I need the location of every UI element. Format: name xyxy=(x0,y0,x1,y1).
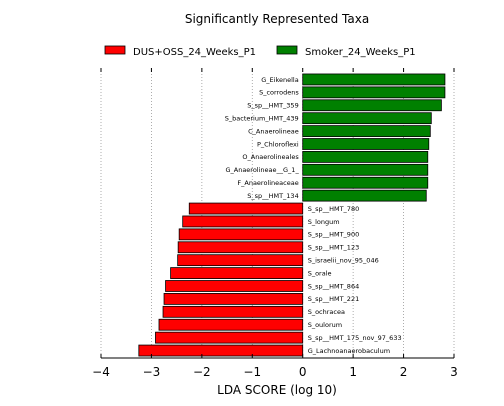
bar xyxy=(163,293,304,305)
bar xyxy=(155,331,304,344)
bar xyxy=(302,176,429,189)
bar-label: O_Anaerolineales xyxy=(242,153,299,161)
bar-label: S_sp__HMT_134 xyxy=(247,192,299,200)
bar xyxy=(188,202,304,215)
bar xyxy=(138,344,304,357)
bar-label: S_oulorum xyxy=(308,321,342,329)
bar xyxy=(302,138,430,150)
bar xyxy=(182,215,304,228)
bar xyxy=(178,228,304,241)
bar-label: S_israelii_nov_95_046 xyxy=(308,256,379,264)
bar-label: S_orale xyxy=(308,269,332,277)
bar-label: S_corrodens xyxy=(259,89,299,97)
x-axis-label: LDA SCORE (log 10) xyxy=(217,383,337,397)
bar xyxy=(158,318,304,331)
chart-title: Significantly Represented Taxa xyxy=(185,12,369,26)
bar xyxy=(302,151,429,163)
x-axis: −4 −3 −2 −1 0 1 2 3 xyxy=(92,68,458,379)
bar-label: S_sp__HMT_780 xyxy=(308,205,360,213)
bar xyxy=(177,254,304,267)
bar xyxy=(165,280,304,292)
bar-label: S_ochracea xyxy=(308,308,345,316)
x-tick-label: −2 xyxy=(193,365,211,379)
legend-label-dus-oss: DUS+OSS_24_Weeks_P1 xyxy=(133,47,256,58)
bar xyxy=(302,112,432,125)
bar-label: S_sp__HMT_123 xyxy=(308,244,360,252)
bar xyxy=(302,189,427,202)
x-tick-label: −1 xyxy=(243,365,261,379)
bar xyxy=(302,163,429,176)
bar xyxy=(302,99,442,112)
bar-labels: G_Eikenella S_corrodens S_sp__HMT_359 S_bac… xyxy=(225,76,402,355)
bar-label: S_longum xyxy=(308,218,340,226)
bar-label: S_sp__HMT_900 xyxy=(308,231,360,239)
x-tick-label: 3 xyxy=(450,365,458,379)
bar xyxy=(170,267,304,279)
bar xyxy=(302,73,446,86)
bar xyxy=(302,125,431,137)
bar-label: P_Chloroflexi xyxy=(257,140,299,148)
bar-label: S_bacterium_HMT_439 xyxy=(225,114,299,122)
x-tick-label: 0 xyxy=(299,365,307,379)
bar xyxy=(177,241,304,254)
bar xyxy=(162,305,304,318)
bar-label: C_Anaerolineae xyxy=(248,127,299,135)
bar-label: S_sp__HMT_221 xyxy=(308,295,360,303)
x-tick-label: −3 xyxy=(143,365,161,379)
legend-label-smoker: Smoker_24_Weeks_P1 xyxy=(305,47,416,58)
legend-swatch-dus-oss xyxy=(104,45,126,55)
x-tick-label: 2 xyxy=(400,365,408,379)
bar-label: G_Anaerolineae__G_1_ xyxy=(225,166,299,174)
bars xyxy=(138,73,446,357)
legend: DUS+OSS_24_Weeks_P1 Smoker_24_Weeks_P1 xyxy=(104,45,416,58)
x-tick-label: 1 xyxy=(349,365,357,379)
bar-label: F_Anaerolineaceae xyxy=(237,179,298,187)
bar xyxy=(302,86,446,99)
bar-label: S_sp__HMT_175_nov_97_633 xyxy=(308,334,402,342)
x-tick-label: −4 xyxy=(92,365,110,379)
bar-label: G_Eikenella xyxy=(261,76,298,84)
bar-label: S_sp__HMT_864 xyxy=(308,282,360,290)
bar-label: S_sp__HMT_359 xyxy=(247,102,299,110)
legend-swatch-smoker xyxy=(276,45,298,55)
bar-label: G_Lachnoanaerobaculum xyxy=(308,347,390,355)
